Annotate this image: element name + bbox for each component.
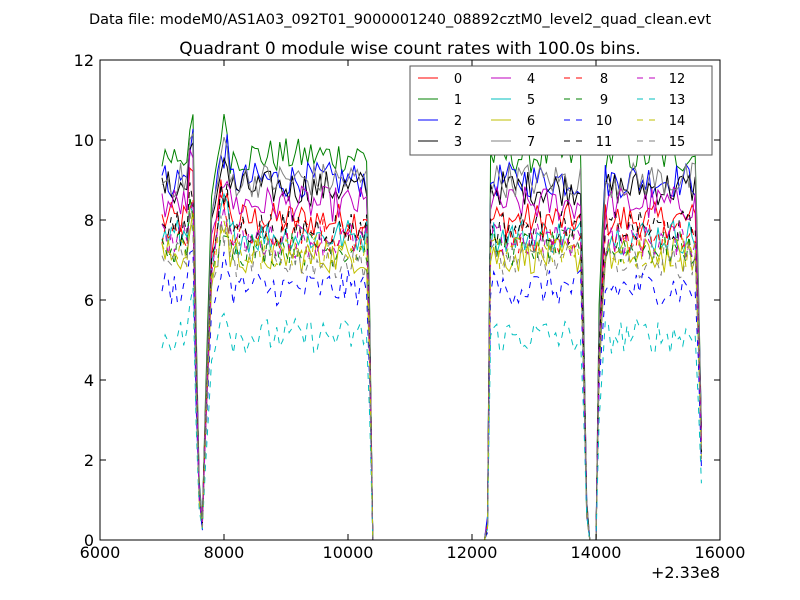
legend-label-10: 10 (596, 114, 613, 129)
series-line-8 (161, 194, 702, 541)
legend-label-15: 15 (669, 135, 686, 150)
chart-suptitle: Data file: modeM0/AS1A03_092T01_90000012… (89, 12, 711, 28)
series-line-5 (161, 192, 702, 541)
x-tick-label: 8000 (204, 543, 245, 562)
y-tick-label: 0 (84, 531, 94, 550)
legend-label-6: 6 (527, 114, 535, 129)
legend-label-7: 7 (527, 135, 535, 150)
plot-lines (161, 114, 702, 541)
legend-label-11: 11 (596, 135, 613, 150)
legend-label-12: 12 (669, 72, 686, 87)
y-tick-label: 10 (74, 131, 94, 150)
y-tick-label: 4 (84, 371, 94, 390)
y-tick-label: 6 (84, 291, 94, 310)
series-line-3 (161, 142, 702, 541)
series-line-14 (161, 206, 702, 541)
x-tick-label: 14000 (571, 543, 622, 562)
x-tick-label: 6000 (80, 543, 121, 562)
x-tick-label: 10000 (323, 543, 374, 562)
legend-label-4: 4 (527, 72, 535, 87)
legend-label-8: 8 (600, 72, 608, 87)
y-tick-label: 12 (74, 51, 94, 70)
series-line-0 (161, 167, 702, 541)
x-tick-label: 12000 (447, 543, 498, 562)
series-line-13 (161, 287, 702, 541)
legend-box (409, 65, 713, 156)
x-tick-label: 16000 (695, 543, 746, 562)
y-tick-label: 2 (84, 451, 94, 470)
legend-label-3: 3 (454, 135, 462, 150)
chart-title: Quadrant 0 module wise count rates with … (179, 39, 640, 59)
series-line-11 (161, 182, 702, 541)
legend-label-9: 9 (600, 93, 608, 108)
legend-label-13: 13 (669, 93, 686, 108)
series-line-4 (161, 149, 702, 541)
legend-label-2: 2 (454, 114, 462, 129)
series-line-10 (161, 249, 702, 541)
x-axis: 6000 8000 10000 12000 14000 16000 (80, 60, 746, 562)
x-offset-label: +2.33e8 (651, 563, 720, 582)
legend-label-1: 1 (454, 93, 462, 108)
y-tick-label: 8 (84, 211, 94, 230)
legend-label-5: 5 (527, 93, 535, 108)
legend-label-0: 0 (454, 72, 462, 87)
legend-label-14: 14 (669, 114, 686, 129)
